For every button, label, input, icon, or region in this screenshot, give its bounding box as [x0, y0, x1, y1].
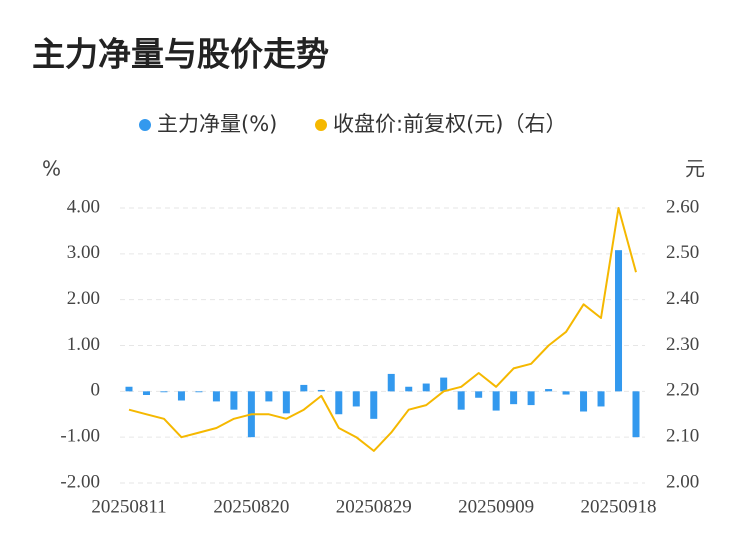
bar	[212, 391, 220, 402]
y2-tick-label: 2.40	[666, 288, 699, 309]
y-tick-label: 2.00	[67, 288, 100, 309]
y2-tick-label: 2.50	[666, 242, 699, 263]
x-tick-label: 20250811	[91, 496, 166, 517]
bar	[335, 391, 343, 415]
legend-label: 主力净量(%)	[157, 112, 277, 136]
bar	[545, 389, 553, 392]
bar	[352, 391, 360, 407]
x-tick-label: 20250820	[213, 496, 289, 517]
legend-marker	[139, 119, 151, 131]
chart-title: 主力净量与股价走势	[32, 35, 329, 74]
y-tick-label: -1.00	[60, 426, 100, 447]
bar	[125, 386, 133, 392]
bar	[580, 391, 588, 412]
bar	[387, 373, 395, 392]
bar	[177, 391, 185, 401]
bar	[492, 391, 500, 411]
bar	[597, 391, 605, 407]
bar	[195, 391, 203, 393]
bar	[370, 391, 378, 419]
bar	[317, 389, 325, 392]
bar	[615, 250, 623, 392]
bar	[265, 391, 273, 402]
bar	[282, 391, 290, 414]
y-tick-label: -2.00	[60, 471, 100, 492]
bar	[440, 377, 448, 392]
y-tick-label: 1.00	[67, 334, 100, 355]
bar	[475, 391, 483, 398]
bar	[230, 391, 238, 410]
y-tick-label: 0	[91, 380, 101, 401]
x-tick-label: 20250918	[581, 496, 657, 517]
bar	[142, 391, 150, 395]
y2-tick-label: 2.60	[666, 196, 699, 217]
bar	[510, 391, 518, 405]
bar	[632, 391, 640, 438]
y-tick-label: 4.00	[67, 196, 100, 217]
x-tick-label: 20250909	[458, 496, 534, 517]
bar	[160, 391, 168, 393]
y-tick-label: 3.00	[67, 242, 100, 263]
bar	[562, 391, 570, 395]
legend-label: 收盘价:前复权(元)（右）	[333, 112, 566, 136]
y2-tick-label: 2.20	[666, 380, 699, 401]
y2-tick-label: 2.00	[666, 471, 699, 492]
y2-axis-label: 元	[685, 157, 705, 181]
bar	[300, 384, 308, 392]
bar	[527, 391, 535, 406]
line	[128, 207, 637, 452]
y2-tick-label: 2.10	[666, 426, 699, 447]
y-axis-label: %	[42, 157, 61, 181]
y2-tick-label: 2.30	[666, 334, 699, 355]
bar	[457, 391, 465, 410]
x-tick-label: 20250829	[336, 496, 412, 517]
legend-marker	[315, 119, 327, 131]
bar	[405, 386, 413, 392]
bar	[422, 383, 430, 392]
